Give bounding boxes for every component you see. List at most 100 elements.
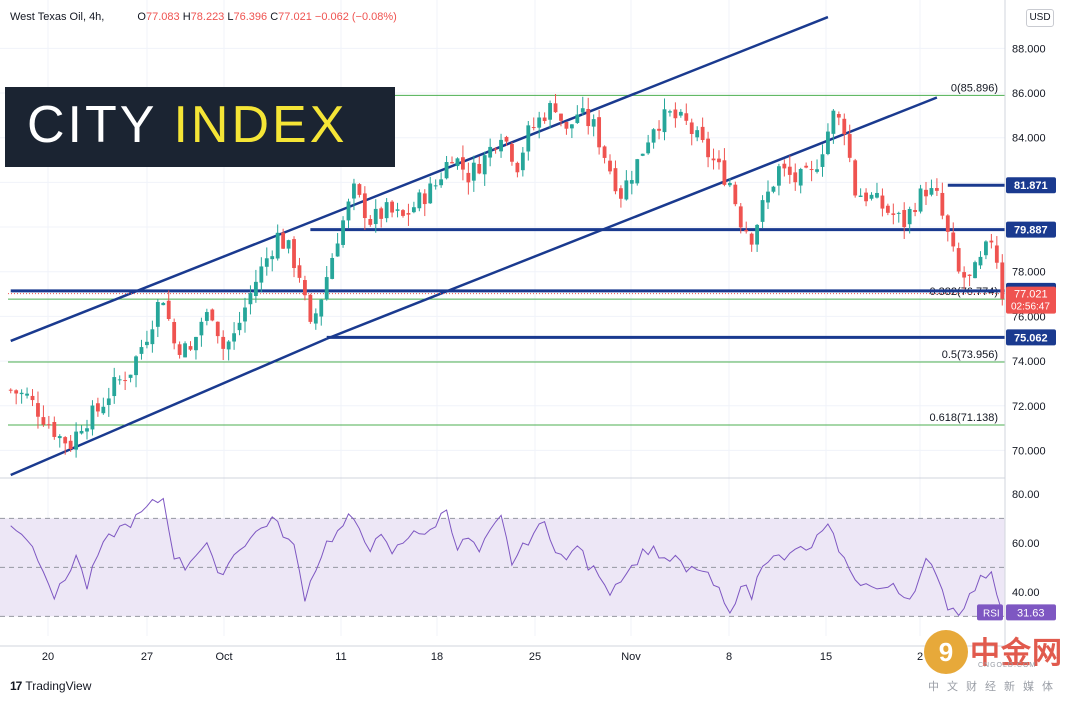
candle-body (482, 155, 487, 175)
candle-body (232, 333, 237, 342)
watermark-name: 中金网 (970, 637, 1063, 670)
candle-body (79, 430, 84, 434)
candle-body (875, 192, 879, 198)
rsi-band (0, 518, 1005, 617)
candle-body (700, 126, 705, 141)
x-tick-label: 2 (917, 651, 923, 663)
fib-label: 0.5(73.956) (942, 349, 998, 361)
candle-body (1000, 262, 1005, 299)
candle-body (112, 377, 117, 397)
candle-body (303, 280, 307, 296)
candle-body (466, 172, 471, 183)
candle-body (499, 139, 503, 152)
candle-body (461, 157, 465, 170)
candle-body (809, 169, 814, 171)
currency-button[interactable]: USD (1026, 9, 1054, 27)
candle-body (259, 266, 264, 283)
x-tick-label: Nov (621, 651, 641, 663)
candle-body (95, 403, 100, 412)
candle-body (624, 180, 629, 200)
tradingview-icon: 17 (10, 679, 22, 693)
candle-body (787, 166, 792, 175)
level-tag (1006, 177, 1056, 194)
candle-body (433, 185, 438, 187)
candle-body (145, 341, 149, 346)
candle-body (117, 379, 122, 381)
candle-body (199, 321, 204, 336)
candle-body (450, 162, 454, 164)
candle-body (172, 322, 177, 344)
candle-body (973, 262, 977, 279)
candle-body (19, 392, 24, 395)
candle-body (406, 213, 411, 215)
candle-body (564, 121, 569, 129)
candle-body (869, 194, 874, 199)
candle-body (880, 195, 885, 209)
candle-body (531, 127, 536, 129)
candle-body (706, 138, 710, 158)
watermark-subtitle: 中文财经新媒体 (928, 681, 1061, 693)
tradingview-brand[interactable]: 17 TradingView (10, 679, 91, 693)
close-value: 77.021 (278, 11, 312, 23)
candle-body (689, 122, 694, 134)
x-tick-label: 27 (141, 651, 153, 663)
candle-body (629, 180, 634, 184)
candle-body (918, 188, 923, 212)
candle-body (510, 143, 514, 162)
candle-body (471, 162, 476, 181)
candle-body (559, 113, 563, 121)
candle-body (319, 299, 324, 317)
level-tag (1006, 329, 1056, 346)
candle-body (25, 393, 29, 396)
candle-body (760, 200, 765, 222)
coin-icon: 9 (924, 630, 968, 674)
logo-word-index: INDEX (173, 96, 348, 154)
candle-body (210, 309, 215, 321)
candle-body (74, 431, 79, 450)
candle-body (978, 256, 983, 266)
candle-body (150, 329, 155, 345)
candle-body (804, 165, 809, 168)
candle-body (678, 111, 683, 116)
candle-body (956, 248, 961, 272)
low-label: L (227, 11, 234, 23)
candle-body (989, 240, 994, 243)
candle-body (134, 356, 138, 376)
level-tag-label: 81.871 (1014, 180, 1048, 192)
candle-body (428, 183, 433, 204)
candle-body (330, 257, 335, 279)
candle-body (313, 313, 318, 324)
candle-body (733, 184, 738, 205)
candle-body (286, 240, 291, 249)
candle-body (357, 184, 362, 195)
x-tick-label: 11 (335, 651, 346, 663)
candle-body (204, 312, 209, 321)
candle-body (128, 374, 133, 378)
y-tick-label: 76.000 (1012, 311, 1046, 323)
rsi-tick-label: 60.00 (1012, 538, 1040, 550)
candle-body (580, 108, 585, 113)
high-value: 78.223 (190, 11, 225, 23)
candle-body (597, 117, 602, 148)
candle-body (166, 300, 171, 320)
candle-body (308, 294, 313, 322)
candle-body (924, 189, 928, 197)
symbol-label[interactable]: West Texas Oil, 4h, (10, 11, 105, 23)
candle-body (215, 321, 220, 337)
candle-body (766, 191, 770, 203)
x-tick-label: 25 (529, 651, 541, 663)
candle-body (177, 344, 182, 355)
y-tick-label: 84.000 (1012, 133, 1046, 145)
candle-body (14, 390, 19, 394)
candle-body (85, 428, 89, 432)
candle-body (106, 398, 111, 405)
candle-body (727, 182, 732, 186)
candle-body (390, 201, 394, 213)
candle-body (907, 208, 912, 225)
candle-body (248, 293, 253, 305)
candle-body (831, 110, 836, 134)
candle-body (8, 389, 13, 391)
candle-body (771, 186, 776, 192)
candle-body (717, 158, 721, 163)
